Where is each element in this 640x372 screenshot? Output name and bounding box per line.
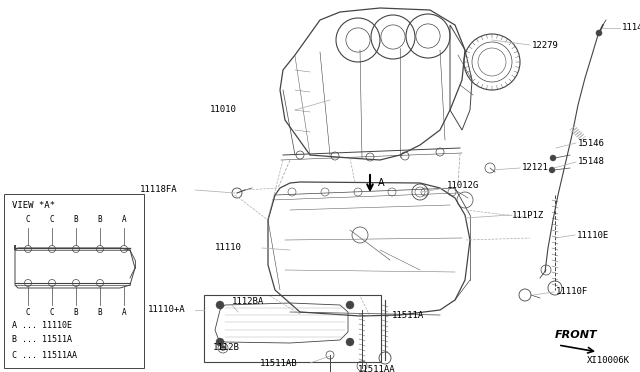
Text: 1112B: 1112B <box>213 343 240 353</box>
Circle shape <box>596 30 602 36</box>
Text: XI10006K: XI10006K <box>587 356 630 365</box>
Text: C ... 11511AA: C ... 11511AA <box>12 350 77 359</box>
Text: 15146: 15146 <box>578 138 605 148</box>
Text: 11110: 11110 <box>215 244 242 253</box>
Text: 11110F: 11110F <box>556 288 588 296</box>
Text: B ... 11511A: B ... 11511A <box>12 336 72 344</box>
Text: 12121: 12121 <box>522 164 549 173</box>
Text: 111P1Z: 111P1Z <box>512 211 544 219</box>
Text: A: A <box>378 178 385 188</box>
Circle shape <box>346 301 354 309</box>
Text: 12279: 12279 <box>532 41 559 49</box>
Text: 11511AB: 11511AB <box>260 359 298 368</box>
Text: 11110E: 11110E <box>577 231 609 240</box>
Circle shape <box>216 301 224 309</box>
Text: C: C <box>50 215 54 224</box>
Circle shape <box>221 346 225 350</box>
Circle shape <box>550 155 556 161</box>
Text: C: C <box>50 308 54 317</box>
Text: B: B <box>98 308 102 317</box>
Text: 11110+A: 11110+A <box>148 305 186 314</box>
Text: FRONT: FRONT <box>555 330 598 340</box>
Text: 11010: 11010 <box>210 106 237 115</box>
Text: B: B <box>74 308 78 317</box>
Text: VIEW *A*: VIEW *A* <box>12 201 55 209</box>
Text: 11012G: 11012G <box>447 180 479 189</box>
Text: 11511AA: 11511AA <box>358 366 396 372</box>
Text: 1112BA: 1112BA <box>232 298 264 307</box>
Text: B: B <box>74 215 78 224</box>
Text: C: C <box>26 215 30 224</box>
Text: A: A <box>122 215 126 224</box>
Circle shape <box>346 338 354 346</box>
Text: 11140: 11140 <box>622 23 640 32</box>
Text: B: B <box>98 215 102 224</box>
Circle shape <box>549 167 555 173</box>
Text: 11118FA: 11118FA <box>140 186 178 195</box>
Circle shape <box>216 338 224 346</box>
Text: A ... 11110E: A ... 11110E <box>12 321 72 330</box>
Text: 11511A: 11511A <box>392 311 424 320</box>
Text: A: A <box>122 308 126 317</box>
Text: C: C <box>26 308 30 317</box>
Text: 15148: 15148 <box>578 157 605 167</box>
